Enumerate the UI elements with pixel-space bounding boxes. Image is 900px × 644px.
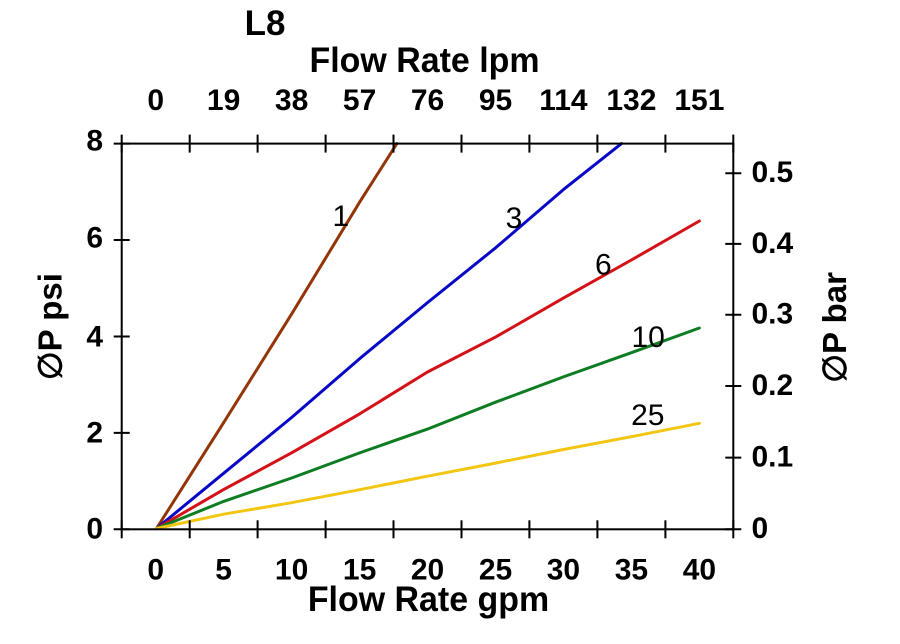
- svg-text:4: 4: [86, 320, 103, 353]
- svg-text:0.3: 0.3: [752, 298, 794, 331]
- svg-text:0: 0: [86, 513, 103, 546]
- svg-text:0.4: 0.4: [752, 227, 794, 260]
- svg-text:∅P psi: ∅P psi: [32, 273, 69, 380]
- svg-text:10: 10: [632, 321, 665, 354]
- svg-text:10: 10: [275, 553, 308, 586]
- svg-text:0: 0: [752, 512, 769, 545]
- svg-text:0: 0: [147, 84, 164, 117]
- svg-text:6: 6: [595, 248, 612, 281]
- svg-text:1: 1: [332, 200, 349, 233]
- svg-text:57: 57: [343, 84, 376, 117]
- svg-text:8: 8: [86, 125, 103, 158]
- svg-text:0.5: 0.5: [752, 156, 794, 189]
- svg-text:25: 25: [631, 399, 664, 432]
- svg-text:35: 35: [615, 553, 648, 586]
- svg-text:114: 114: [539, 84, 588, 117]
- svg-text:38: 38: [275, 84, 308, 117]
- svg-text:0.1: 0.1: [752, 441, 794, 474]
- svg-text:151: 151: [674, 84, 724, 117]
- svg-text:95: 95: [479, 84, 512, 117]
- svg-text:76: 76: [411, 84, 444, 117]
- svg-text:2: 2: [86, 416, 103, 449]
- svg-text:Flow Rate lpm: Flow Rate lpm: [309, 42, 539, 81]
- svg-text:25: 25: [479, 553, 512, 586]
- svg-text:20: 20: [411, 553, 444, 586]
- svg-text:132: 132: [606, 84, 656, 117]
- svg-text:0.2: 0.2: [752, 369, 794, 402]
- svg-text:Flow Rate gpm: Flow Rate gpm: [308, 581, 549, 620]
- svg-text:3: 3: [506, 202, 523, 235]
- svg-text:15: 15: [343, 553, 376, 586]
- svg-text:5: 5: [215, 553, 232, 586]
- svg-text:L8: L8: [245, 4, 286, 43]
- svg-text:6: 6: [86, 222, 103, 255]
- svg-text:∅P bar: ∅P bar: [816, 272, 853, 383]
- svg-text:0: 0: [147, 553, 164, 586]
- svg-text:30: 30: [547, 553, 580, 586]
- svg-text:19: 19: [207, 84, 240, 117]
- svg-text:40: 40: [683, 553, 716, 586]
